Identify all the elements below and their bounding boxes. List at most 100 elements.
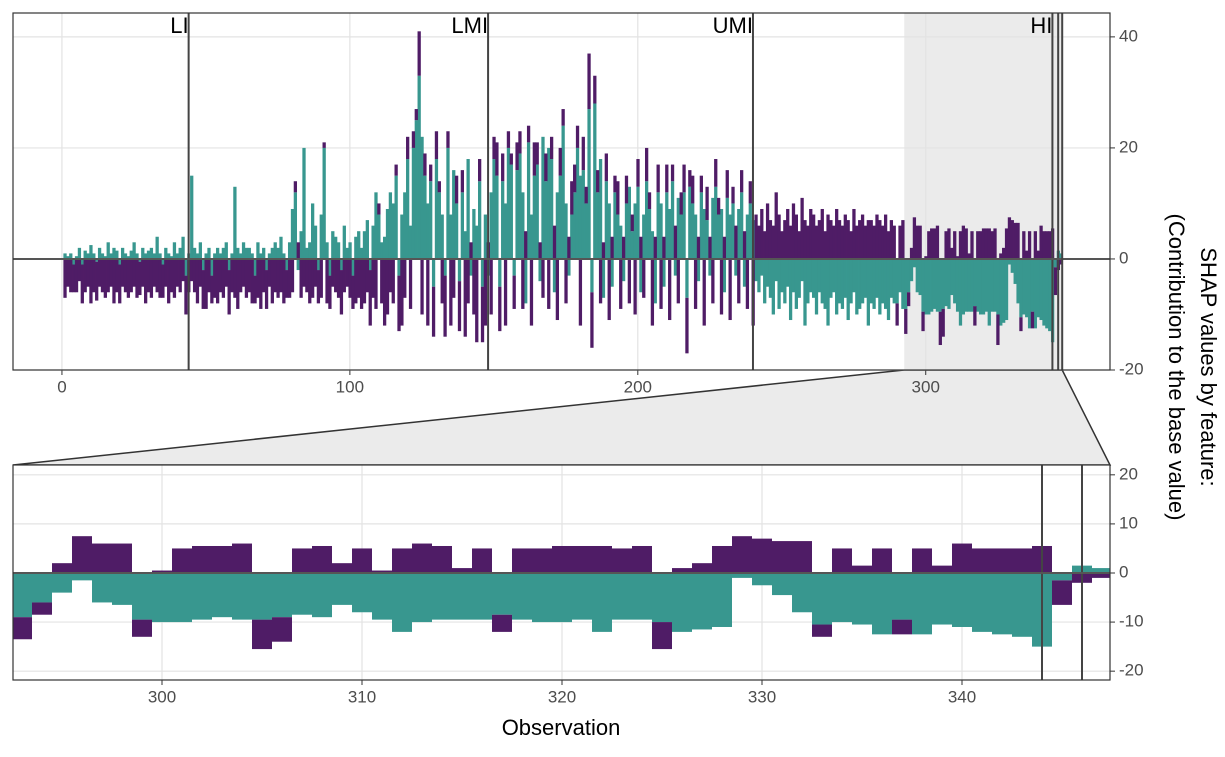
bar xyxy=(909,247,914,259)
bar xyxy=(748,181,752,204)
bar xyxy=(132,619,152,637)
bar xyxy=(849,258,853,304)
bar xyxy=(426,203,430,259)
bar xyxy=(581,136,585,171)
bar xyxy=(509,153,513,165)
bar xyxy=(382,236,387,259)
bar xyxy=(564,203,568,259)
bar xyxy=(426,258,430,326)
bar xyxy=(475,225,479,259)
bar xyxy=(92,258,96,293)
bar xyxy=(907,258,911,293)
x-tick-label: 310 xyxy=(348,687,376,706)
bar xyxy=(351,258,355,276)
bar xyxy=(955,258,960,312)
bar xyxy=(837,220,842,259)
bar xyxy=(740,192,744,259)
bar xyxy=(210,275,214,304)
bar xyxy=(924,258,928,315)
bar xyxy=(590,292,594,348)
bar xyxy=(411,131,416,148)
bar xyxy=(250,253,254,259)
bar xyxy=(72,264,76,293)
bar xyxy=(1025,250,1029,259)
bar xyxy=(259,258,263,309)
bar xyxy=(1042,231,1046,259)
bar xyxy=(469,258,473,276)
y-tick-label: -20 xyxy=(1119,359,1144,378)
bar xyxy=(840,258,845,309)
bar xyxy=(308,242,312,259)
bar xyxy=(52,563,72,573)
bar xyxy=(932,572,952,625)
region-label: HI xyxy=(1030,13,1052,38)
bar xyxy=(262,258,266,293)
bar xyxy=(492,136,496,160)
bar xyxy=(567,236,571,259)
bar xyxy=(935,258,940,312)
bar xyxy=(332,563,352,573)
bar xyxy=(273,242,277,259)
bar xyxy=(714,159,718,187)
bar xyxy=(190,258,194,282)
bar xyxy=(708,236,712,259)
bar xyxy=(592,572,612,632)
bar xyxy=(495,175,499,259)
bar xyxy=(558,175,562,259)
bar xyxy=(973,258,977,307)
bar xyxy=(279,236,283,259)
bar xyxy=(662,236,666,259)
bar xyxy=(106,242,110,259)
bar xyxy=(155,258,159,293)
bar xyxy=(806,225,810,259)
bar xyxy=(331,231,335,259)
bar xyxy=(492,159,496,259)
bar xyxy=(619,258,623,309)
bar xyxy=(1022,231,1026,259)
bar xyxy=(172,242,177,259)
bar xyxy=(964,258,968,312)
bar xyxy=(368,270,372,326)
bar xyxy=(1036,250,1040,259)
bar xyxy=(662,258,666,287)
bar xyxy=(584,203,588,259)
bar xyxy=(938,258,942,312)
bar xyxy=(1010,258,1014,273)
bar xyxy=(158,253,162,259)
bar xyxy=(575,125,580,148)
bar xyxy=(276,247,280,259)
bar xyxy=(872,548,892,573)
bar xyxy=(999,258,1003,326)
bar xyxy=(624,175,629,204)
bar xyxy=(564,258,568,304)
bar xyxy=(322,147,326,259)
bar xyxy=(524,258,528,304)
bar xyxy=(688,170,692,187)
bar xyxy=(296,258,300,271)
bar xyxy=(397,275,401,332)
bar xyxy=(339,270,344,315)
bar xyxy=(653,236,657,259)
bar xyxy=(1039,225,1043,259)
bar xyxy=(412,543,432,573)
bar xyxy=(126,258,131,298)
bar xyxy=(279,258,283,293)
bar xyxy=(192,247,197,259)
bar xyxy=(719,258,724,315)
bar xyxy=(630,231,634,259)
bar xyxy=(192,258,197,293)
bar xyxy=(475,258,479,343)
bar xyxy=(292,572,312,615)
bar xyxy=(230,253,234,259)
bar xyxy=(512,258,516,276)
bar xyxy=(832,548,852,573)
bar xyxy=(158,258,162,298)
bar xyxy=(883,214,888,259)
bar xyxy=(947,258,951,309)
bar xyxy=(777,214,781,259)
bar xyxy=(457,281,462,332)
bar xyxy=(714,186,718,259)
bar xyxy=(72,258,76,265)
bar xyxy=(972,548,992,573)
bar xyxy=(440,214,444,259)
